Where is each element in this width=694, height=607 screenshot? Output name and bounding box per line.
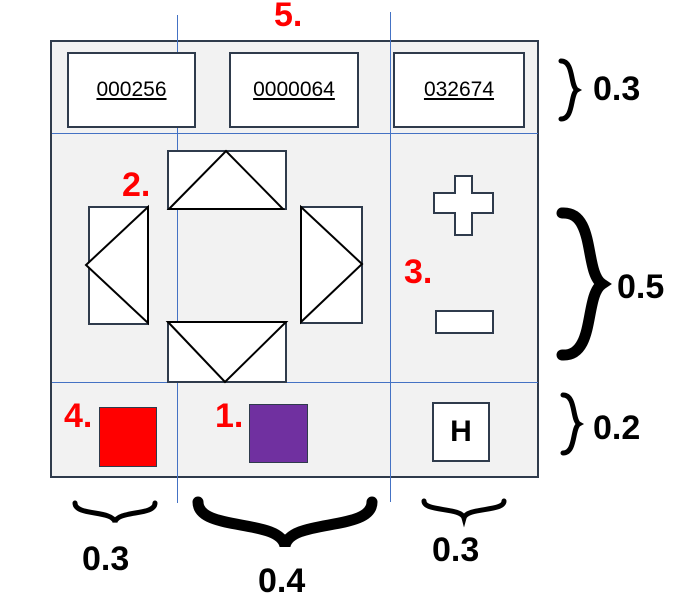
ratio-col-right: 0.3 bbox=[432, 531, 480, 569]
guide-line-vertical-left bbox=[177, 15, 178, 503]
brace-right-top bbox=[558, 58, 583, 122]
marker-1: 1. bbox=[215, 397, 244, 435]
down-arrow-icon bbox=[165, 321, 289, 384]
home-button[interactable]: H bbox=[432, 402, 490, 462]
minus-button[interactable] bbox=[435, 310, 494, 334]
ratio-row-middle: 0.5 bbox=[617, 268, 665, 306]
brace-right-bottom bbox=[560, 392, 585, 456]
purple-button[interactable] bbox=[249, 404, 308, 463]
marker-4: 4. bbox=[64, 397, 93, 435]
ratio-row-bottom: 0.2 bbox=[593, 409, 641, 447]
red-button[interactable] bbox=[99, 407, 157, 467]
marker-3: 3. bbox=[404, 253, 433, 291]
ratio-row-top: 0.3 bbox=[593, 70, 641, 108]
ratio-col-middle: 0.4 bbox=[258, 562, 306, 600]
brace-bottom-middle bbox=[192, 496, 378, 549]
brace-bottom-right bbox=[421, 498, 507, 528]
ratio-col-left: 0.3 bbox=[82, 540, 130, 578]
number-field-1[interactable]: 000256 bbox=[67, 52, 196, 128]
left-arrow-button[interactable] bbox=[84, 204, 149, 326]
plus-icon[interactable] bbox=[433, 175, 495, 237]
brace-right-middle bbox=[556, 207, 612, 361]
marker-2: 2. bbox=[122, 166, 151, 204]
number-field-3[interactable]: 032674 bbox=[393, 52, 525, 128]
guide-line-horizontal-bottom bbox=[52, 382, 538, 383]
up-arrow-icon bbox=[166, 149, 286, 210]
up-arrow-button[interactable] bbox=[166, 149, 287, 210]
left-arrow-icon bbox=[84, 204, 149, 326]
number-field-2[interactable]: 0000064 bbox=[229, 52, 359, 128]
right-arrow-button[interactable] bbox=[300, 204, 364, 325]
guide-line-horizontal-top bbox=[52, 133, 538, 134]
down-arrow-button[interactable] bbox=[165, 321, 289, 384]
brace-bottom-left bbox=[72, 500, 158, 524]
marker-5: 5. bbox=[274, 0, 303, 34]
right-arrow-icon bbox=[300, 204, 364, 325]
guide-line-vertical-right bbox=[390, 12, 391, 502]
